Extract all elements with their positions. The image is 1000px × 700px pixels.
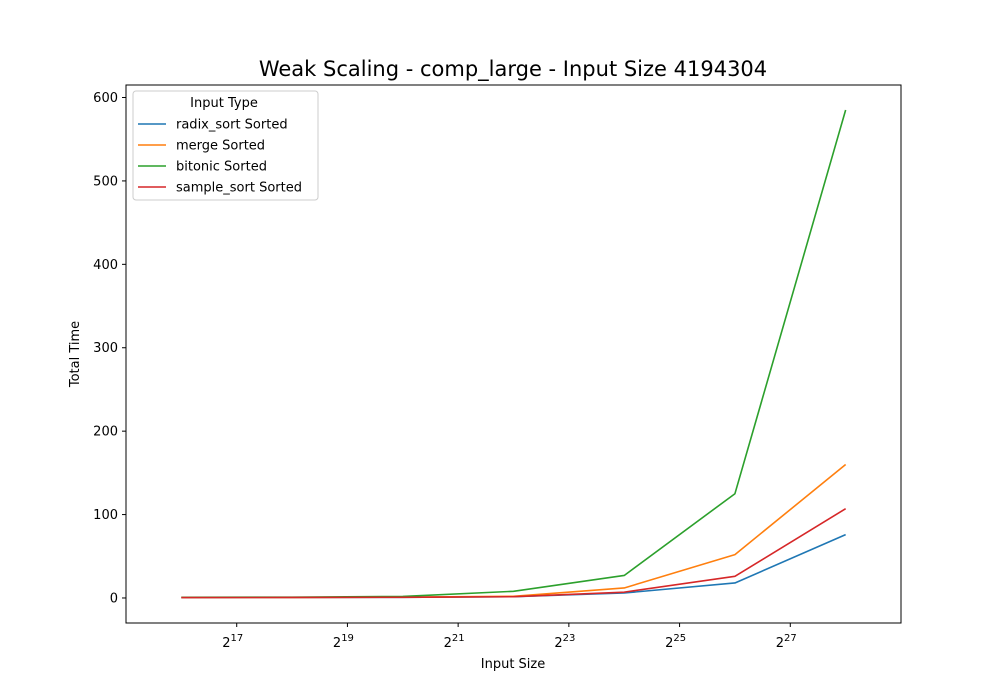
legend-title: Input Type — [190, 96, 258, 111]
legend: Input Type radix_sort Sorted merge Sorted… — [132, 90, 319, 201]
legend-label: merge Sorted — [176, 139, 265, 154]
y-tick-label: 300 — [93, 341, 118, 356]
chart-title: Weak Scaling - comp_large - Input Size 4… — [259, 57, 767, 82]
x-tick-label: 225 — [665, 633, 686, 651]
legend-label: sample_sort Sorted — [176, 181, 302, 196]
y-tick-label: 500 — [93, 174, 118, 189]
plot-frame — [125, 84, 902, 624]
x-tick-label: 221 — [444, 633, 465, 651]
x-tick-label: 227 — [776, 633, 797, 651]
x-axis-label: Input Size — [481, 657, 545, 672]
y-tick-label: 0 — [110, 591, 118, 606]
series-layer — [181, 109, 847, 599]
y-tick-label: 100 — [93, 508, 118, 523]
y-axis-label: Total Time — [68, 321, 83, 388]
legend-label: bitonic Sorted — [176, 160, 267, 175]
x-tick-label: 217 — [222, 633, 243, 651]
series-line — [181, 508, 847, 599]
legend-items: radix_sort Sorted merge Sorted bitonic Sor… — [138, 118, 302, 196]
y-tick-label: 200 — [93, 425, 118, 440]
legend-label: radix_sort Sorted — [176, 118, 288, 133]
x-axis: 217 219 221 223 225 227 — [222, 623, 797, 651]
x-tick-label: 219 — [333, 633, 354, 651]
series-line — [181, 533, 846, 599]
y-tick-label: 400 — [93, 258, 118, 273]
x-tick-label: 223 — [554, 633, 575, 651]
y-tick-label: 600 — [93, 91, 118, 106]
legend-box — [132, 90, 319, 201]
y-axis: 0 100 200 300 400 500 600 — [93, 91, 126, 606]
